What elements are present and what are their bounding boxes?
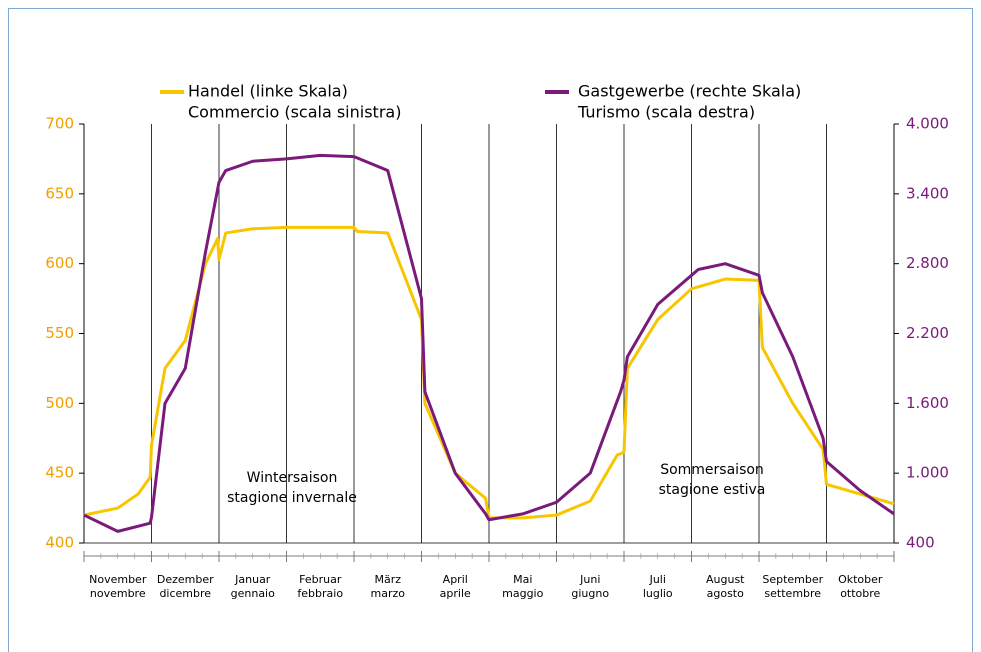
x-tick-label: August [706,573,745,586]
annotation: stagione invernale [227,490,357,506]
y-tick-label: 700 [45,115,74,133]
legend-label: Commercio (scala sinistra) [188,103,401,122]
y2-tick-label: 2.200 [906,324,949,342]
annotation: Sommersaison [660,462,764,478]
x-tick-label: November [89,573,147,586]
x-tick-label: gennaio [231,587,275,600]
y2-tick-label: 4.000 [906,115,949,133]
x-tick-label: ottobre [840,587,880,600]
x-tick-label: April [443,573,468,586]
legend-label: Turismo (scala destra) [577,103,755,122]
x-tick-label: marzo [371,587,406,600]
legend-label: Handel (linke Skala) [188,82,348,101]
x-tick-label: febbraio [297,587,343,600]
legend-label: Gastgewerbe (rechte Skala) [578,82,801,101]
x-tick-label: aprile [440,587,471,600]
x-tick-label: Dezember [157,573,214,586]
x-tick-label: novembre [90,587,146,600]
x-tick-label: giugno [571,587,609,600]
y2-tick-label: 3.400 [906,184,949,202]
y-tick-label: 450 [45,464,74,482]
x-tick-label: Februar [299,573,342,586]
y2-tick-label: 400 [906,534,935,552]
y-tick-label: 600 [45,254,74,272]
x-tick-label: März [374,573,401,586]
x-tick-label: Juni [579,573,600,586]
y-tick-label: 550 [45,324,74,342]
x-tick-label: maggio [502,587,543,600]
x-tick-label: Mai [513,573,532,586]
y-tick-label: 500 [45,394,74,412]
annotation: stagione estiva [659,482,766,498]
x-tick-label: Oktober [838,573,883,586]
y2-tick-label: 1.000 [906,464,949,482]
x-tick-label: agosto [707,587,744,600]
series-line [83,153,895,533]
annotation: Wintersaison [247,470,338,486]
y-tick-label: 400 [45,534,74,552]
x-tick-label: luglio [643,587,673,600]
x-tick-label: dicembre [159,587,211,600]
y2-tick-label: 1.600 [906,394,949,412]
x-tick-label: Juli [649,573,666,586]
frame [8,8,973,652]
x-tick-label: September [762,573,823,586]
x-tick-label: Januar [234,573,271,586]
y2-tick-label: 2.800 [906,254,949,272]
x-tick-label: settembre [764,587,821,600]
y-tick-label: 650 [45,184,74,202]
